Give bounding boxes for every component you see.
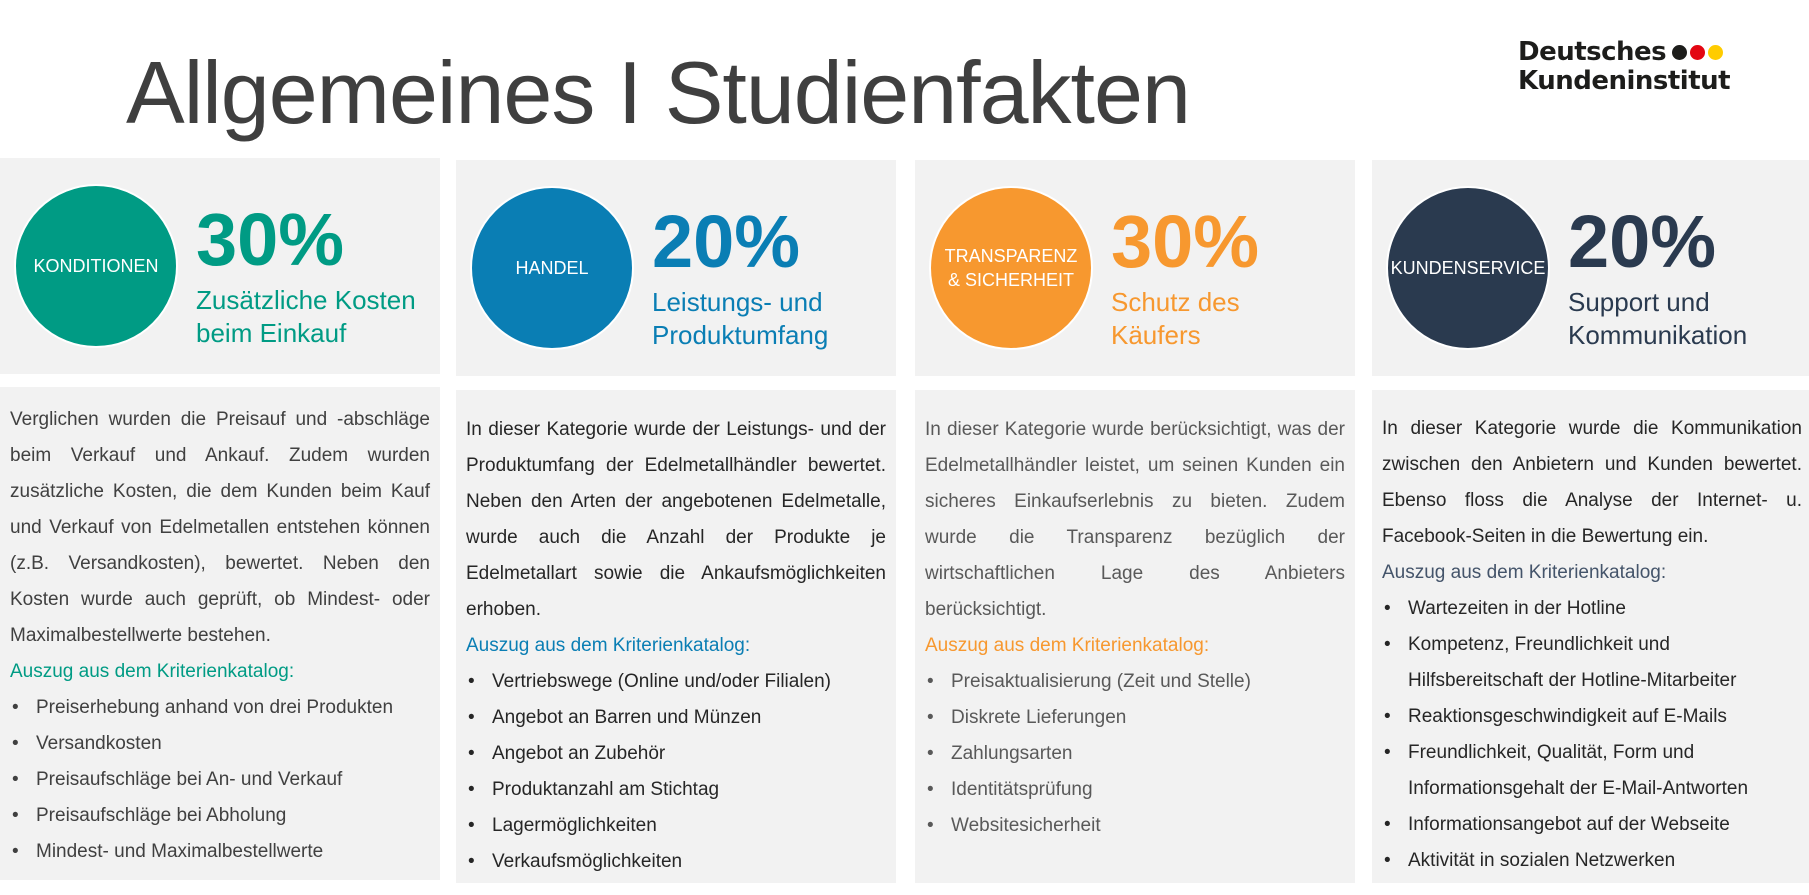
category-description-panel: In dieser Kategorie wurde der Leistungs-…	[456, 390, 896, 883]
criteria-item: Identitätsprüfung	[925, 772, 1345, 808]
criteria-item: Mindest- und Maximalbestellwerte	[10, 834, 430, 870]
category-header-panel: KONDITIONEN 30% Zusätzliche Kosten beim …	[0, 158, 440, 374]
category-name: KONDITIONEN	[33, 256, 159, 276]
criteria-item: Verkaufsmöglichkeiten	[466, 844, 886, 880]
category-subtitle: Support und Kommunikation	[1568, 286, 1747, 352]
category-circle: HANDEL	[470, 186, 634, 350]
page-title: Allgemeines I Studienfakten	[126, 43, 1191, 142]
category-name: KUNDENSERVICE	[1390, 258, 1546, 278]
criteria-item: Reaktionsgeschwindigkeit auf E-Mails	[1382, 699, 1802, 735]
subtitle-line: beim Einkauf	[196, 318, 347, 348]
criteria-item: Lagermöglichkeiten	[466, 808, 886, 844]
criteria-heading: Auszug aus dem Kriterienkatalog:	[10, 661, 295, 682]
category-description: In dieser Kategorie wurde die Kommunikat…	[1382, 418, 1802, 547]
criteria-item: Preiserhebung anhand von drei Produkten	[10, 690, 430, 726]
criteria-item: Angebot an Zubehör	[466, 736, 886, 772]
category-header-panel: HANDEL 20% Leistungs- und Produktumfang	[456, 160, 896, 376]
subtitle-line: Zusätzliche Kosten	[196, 285, 416, 315]
category-description-panel: Verglichen wurden die Preisauf und -absc…	[0, 387, 440, 880]
category-header-panel: TRANSPARENZ & SICHERHEIT 30% Schutz des …	[915, 160, 1355, 376]
criteria-item: Preisaktualisierung (Zeit und Stelle)	[925, 664, 1345, 700]
subtitle-line: Schutz des	[1111, 287, 1240, 317]
subtitle-line: Leistungs- und	[652, 287, 823, 317]
category-header-panel: KUNDENSERVICE 20% Support und Kommunikat…	[1372, 160, 1809, 376]
criteria-item: Websitesicherheit	[925, 808, 1345, 844]
criteria-item: Versandkosten	[10, 726, 430, 762]
category-description-panel: In dieser Kategorie wurde die Kommunikat…	[1372, 390, 1809, 883]
subtitle-line: Support und	[1568, 287, 1710, 317]
logo-line-1: Deutsches	[1518, 37, 1667, 67]
criteria-item: Produktanzahl am Stichtag	[466, 772, 886, 808]
category-circle: TRANSPARENZ & SICHERHEIT	[929, 186, 1093, 350]
criteria-item: Kompetenz, Freundlichkeit und Hilfsberei…	[1382, 627, 1802, 699]
category-weight: 20%	[1568, 200, 1717, 283]
subtitle-line: Produktumfang	[652, 320, 829, 350]
category-subtitle: Schutz des Käufers	[1111, 286, 1240, 352]
category-subtitle: Leistungs- und Produktumfang	[652, 286, 828, 352]
category-name: TRANSPARENZ & SICHERHEIT	[944, 246, 1078, 290]
criteria-list: Wartezeiten in der HotlineKompetenz, Fre…	[1382, 591, 1802, 879]
category-circle: KONDITIONEN	[14, 184, 178, 348]
criteria-list: Vertriebswege (Online und/oder Filialen)…	[466, 664, 886, 880]
criteria-heading: Auszug aus dem Kriterienkatalog:	[466, 635, 751, 656]
subtitle-line: Käufers	[1111, 320, 1201, 350]
criteria-item: Informationsangebot auf der Webseite	[1382, 807, 1802, 843]
criteria-item: Aktivität in sozialen Netzwerken	[1382, 843, 1802, 879]
category-weight: 30%	[196, 198, 345, 281]
category-weight: 20%	[652, 200, 801, 283]
criteria-item: Freundlichkeit, Qualität, Form und Infor…	[1382, 735, 1802, 807]
logo-line-2: Kundeninstitut	[1518, 66, 1731, 96]
criteria-item: Preisaufschläge bei Abholung	[10, 798, 430, 834]
category-circle: KUNDENSERVICE	[1386, 186, 1550, 350]
criteria-heading: Auszug aus dem Kriterienkatalog:	[925, 635, 1210, 656]
category-name: HANDEL	[515, 258, 589, 278]
criteria-item: Diskrete Lieferungen	[925, 700, 1345, 736]
criteria-item: Zahlungsarten	[925, 736, 1345, 772]
subtitle-line: Kommunikation	[1568, 320, 1748, 350]
criteria-item: Vertriebswege (Online und/oder Filialen)	[466, 664, 886, 700]
category-subtitle: Zusätzliche Kosten beim Einkauf	[196, 284, 416, 350]
criteria-list: Preisaktualisierung (Zeit und Stelle)Dis…	[925, 664, 1345, 844]
criteria-list: Preiserhebung anhand von drei ProduktenV…	[10, 690, 430, 870]
criteria-item: Preisaufschläge bei An- und Verkauf	[10, 762, 430, 798]
category-weight: 30%	[1111, 200, 1260, 283]
flag-dots-icon	[1672, 38, 1726, 67]
category-description: Verglichen wurden die Preisauf und -absc…	[10, 409, 430, 646]
criteria-item: Wartezeiten in der Hotline	[1382, 591, 1802, 627]
criteria-heading: Auszug aus dem Kriterienkatalog:	[1382, 562, 1667, 583]
category-description: In dieser Kategorie wurde berücksichtigt…	[925, 419, 1345, 620]
criteria-item: Angebot an Barren und Münzen	[466, 700, 886, 736]
logo: Deutsches Kundeninstitut	[1518, 37, 1731, 96]
category-description: In dieser Kategorie wurde der Leistungs-…	[466, 419, 886, 620]
category-description-panel: In dieser Kategorie wurde berücksichtigt…	[915, 390, 1355, 883]
